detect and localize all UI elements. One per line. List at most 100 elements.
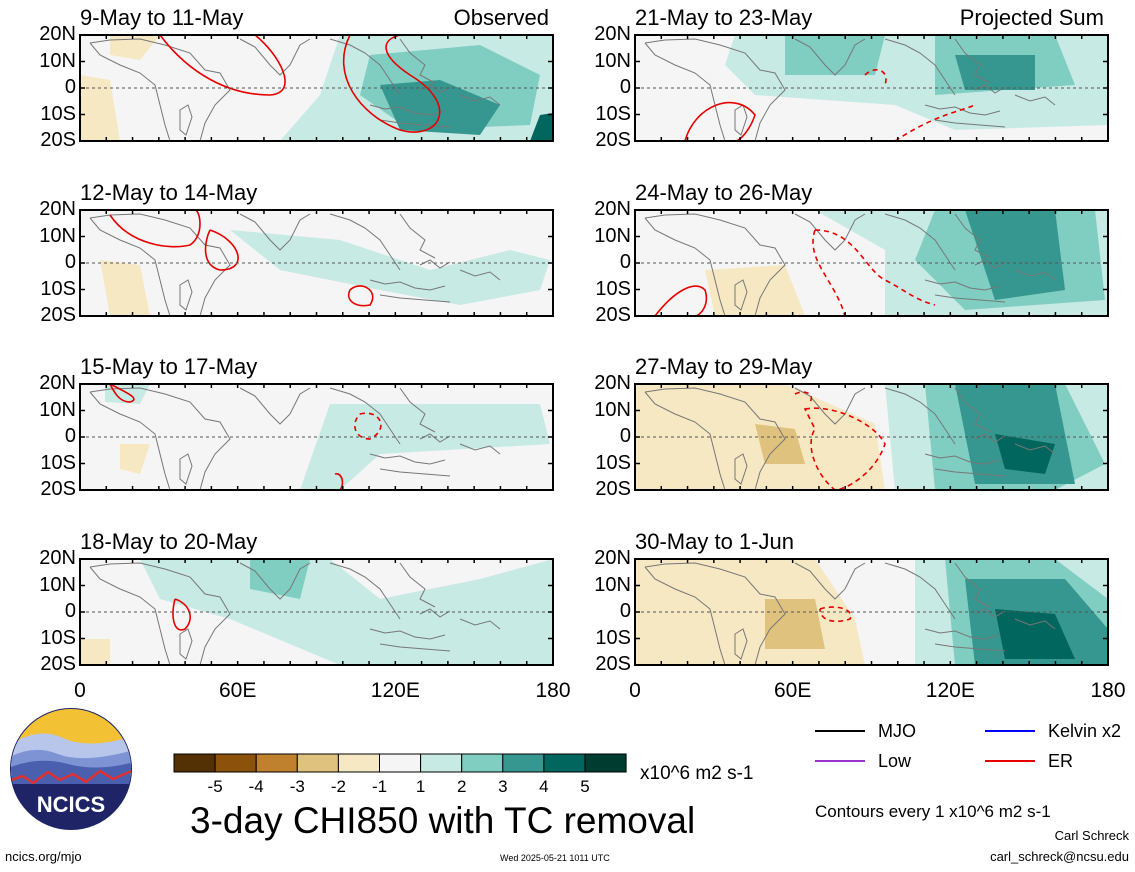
anomaly-shading — [995, 434, 1055, 474]
main-title: 3-day CHI850 with TC removal — [190, 800, 696, 841]
lon-label: 120E — [925, 679, 975, 702]
lat-label: 10S — [40, 277, 76, 300]
er-contour — [654, 285, 708, 317]
lat-label: 10N — [594, 573, 631, 596]
colorbar-tick-label: -4 — [249, 777, 264, 796]
lat-label: 20N — [594, 198, 631, 220]
panel-title: 9-May to 11-May — [80, 5, 244, 30]
lat-label: 20N — [39, 198, 76, 220]
footer-timestamp: Wed 2025-05-21 1011 UTC — [500, 853, 610, 863]
colorbar-tick-label: -1 — [372, 777, 387, 796]
panel-title: 30-May to 1-Jun — [635, 529, 794, 554]
colorbar-swatch — [379, 753, 422, 773]
er-contour — [172, 598, 191, 631]
er-contour — [348, 285, 374, 307]
lat-label: 20N — [39, 372, 76, 394]
map-panel — [79, 558, 554, 666]
er-contour — [819, 606, 852, 623]
map-panel — [634, 558, 1109, 666]
lat-label: 10S — [40, 102, 76, 125]
anomaly-shading — [785, 35, 885, 75]
map-panel — [79, 383, 554, 491]
ncics-logo: NCICS — [10, 708, 132, 830]
colorbar-swatch — [420, 753, 463, 773]
lat-label: 20S — [40, 478, 76, 500]
colorbar-tick-label: 4 — [539, 777, 548, 796]
anomaly-shading — [120, 444, 150, 474]
lat-label: 0 — [619, 251, 631, 273]
lat-label: 20N — [594, 23, 631, 45]
coastline — [884, 387, 991, 445]
coastline — [179, 628, 193, 660]
lon-label: 0 — [629, 679, 641, 702]
lat-label: 10N — [39, 573, 76, 596]
anomaly-shading — [80, 75, 120, 141]
er-contour — [864, 69, 887, 86]
lat-label: 10N — [594, 398, 631, 421]
colorbar-swatch — [255, 753, 298, 773]
coastline — [329, 562, 436, 620]
lat-label: 0 — [64, 76, 76, 98]
colorbar-tick-label: 3 — [498, 777, 507, 796]
footer-author: Carl Schreck — [1054, 828, 1129, 843]
coastline — [179, 104, 193, 136]
anomaly-shading — [80, 639, 110, 665]
er-contour — [684, 101, 756, 142]
lat-label: 10S — [595, 102, 631, 125]
panel-title: 18-May to 20-May — [80, 529, 258, 554]
anomaly-shading — [100, 260, 150, 316]
lat-label: 20S — [595, 304, 631, 326]
legend-label: MJO — [878, 721, 916, 741]
er-contour — [814, 229, 936, 306]
lat-label: 20S — [595, 478, 631, 500]
anomaly-shading — [995, 609, 1075, 659]
coastline — [179, 453, 193, 485]
anomaly-shading — [300, 404, 550, 490]
lat-label: 20S — [595, 653, 631, 675]
er-contour — [204, 229, 239, 271]
lon-label: 180 — [535, 679, 571, 702]
lon-label: 120E — [370, 679, 420, 702]
contour-legend: MJO Kelvin x2 Low ER — [815, 721, 1121, 771]
lat-label: 10N — [594, 224, 631, 247]
colorbar-tick-label: -3 — [290, 777, 305, 796]
er-contour — [354, 412, 382, 440]
er-contour — [334, 473, 344, 491]
coastline — [734, 279, 748, 311]
er-contour — [109, 383, 135, 403]
colorbar-swatch — [502, 753, 545, 773]
colorbar-swatch — [584, 753, 627, 773]
colorbar-tick-label: -5 — [208, 777, 223, 796]
coastline — [884, 213, 991, 271]
anomaly-shading — [765, 599, 825, 649]
lon-label: 60E — [773, 679, 812, 702]
lat-label: 0 — [619, 600, 631, 622]
coastline — [239, 38, 311, 76]
legend-label: Low — [878, 751, 912, 771]
coastline — [734, 453, 748, 485]
coastline — [239, 562, 311, 600]
colorbar-tick-label: 5 — [580, 777, 589, 796]
coastline — [794, 387, 866, 425]
anomaly-shading — [530, 113, 553, 141]
lat-label: 10N — [39, 49, 76, 72]
lat-label: 0 — [64, 425, 76, 447]
coastline — [89, 562, 231, 666]
coastline — [369, 608, 501, 652]
er-contour — [812, 229, 846, 317]
colorbar-swatch — [173, 753, 216, 773]
map-panel — [634, 383, 1109, 491]
coastline — [924, 259, 1056, 303]
lat-label: 20N — [39, 547, 76, 569]
coastline — [734, 628, 748, 660]
lat-label: 20N — [594, 372, 631, 394]
lon-label: 0 — [74, 679, 86, 702]
coastline — [369, 84, 501, 128]
coastline — [239, 387, 311, 425]
panel-title: 27-May to 29-May — [635, 354, 813, 379]
coastline — [924, 608, 1056, 652]
coastline — [179, 279, 193, 311]
lon-label: 180 — [1090, 679, 1126, 702]
lat-label: 20N — [39, 23, 76, 45]
colorbar-swatch — [296, 753, 339, 773]
